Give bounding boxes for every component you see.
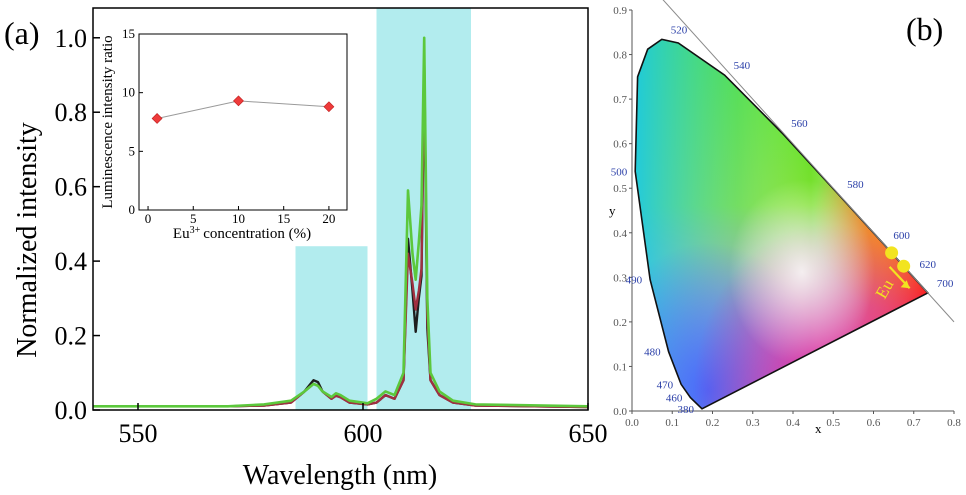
y-tick-label-a: 0.6 xyxy=(55,173,88,202)
x-ticks-a: 550 600 650 xyxy=(119,403,608,448)
panel-label-b: (b) xyxy=(906,11,943,47)
y-tick-label-b: 0.1 xyxy=(613,361,627,373)
y-axis-label-inset: Luminescence intensity ratio xyxy=(100,35,116,208)
x-tick-label-inset: 0 xyxy=(145,211,152,226)
y-tick-label-b: 0.7 xyxy=(613,94,627,106)
shift-arrow-head xyxy=(900,280,910,289)
y-tick-label-b: 0.0 xyxy=(613,406,627,418)
spectra-series xyxy=(93,36,588,409)
wavelength-label: 560 xyxy=(791,118,808,130)
y-tick-label-a: 1.0 xyxy=(55,24,88,53)
panel-a: 550 600 650 0.00.20.40.60.81.0 (a) Wavelen… xyxy=(4,7,608,491)
x-axis-label-a: Wavelength (nm) xyxy=(243,460,437,491)
x-axis-label-inset: Eu3+ concentration (%) xyxy=(173,225,311,243)
x-axis-label-inset-post: concentration (%) xyxy=(203,226,311,242)
inset-data-point xyxy=(323,101,335,113)
y-tick-label-b: 0.8 xyxy=(613,50,627,62)
wavelength-label: 490 xyxy=(626,275,643,287)
x-tick-label-b: 0.2 xyxy=(706,417,720,429)
y-tick-label-a: 0.8 xyxy=(55,98,88,127)
wavelength-label: 540 xyxy=(734,60,751,72)
wavelength-label: 600 xyxy=(893,230,910,242)
x-tick-label-a: 650 xyxy=(569,419,608,448)
x-tick-label-b: 0.7 xyxy=(907,417,921,429)
y-tick-label-b: 0.5 xyxy=(613,183,627,195)
x-ticks-inset: 0 5 10 15 20 xyxy=(145,206,335,226)
y-axis-label-a: Normalized intensity xyxy=(12,122,43,358)
y-axis-label-b: y xyxy=(609,203,616,218)
plot-frame-a xyxy=(92,7,589,411)
y-ticks-a: 0.0 0.2 0.4 0.6 0.8 1.0 xyxy=(55,24,100,425)
y-tick-label-b: 0.2 xyxy=(613,317,627,329)
x-tick-label-inset: 5 xyxy=(190,211,197,226)
y-tick-label-inset: 15 xyxy=(122,26,135,41)
x-tick-label-inset: 10 xyxy=(232,211,245,226)
y-tick-label-b: 0.4 xyxy=(613,228,627,240)
x-axis-label-inset-sup: 3+ xyxy=(190,225,201,236)
spectrum-line-2 xyxy=(93,36,588,408)
x-tick-label-b: 0.8 xyxy=(947,417,961,429)
x-tick-label-inset: 20 xyxy=(322,211,335,226)
cie-axes: 0.0 0.1 0.2 0.3 0.4 0.5 0.6 0.7 0.8 0.0 0.1 0.2 0.3 0… xyxy=(613,0,961,429)
chromaticity-point xyxy=(885,246,899,260)
x-axis-label-b: x xyxy=(815,421,822,436)
x-tick-label-inset: 15 xyxy=(277,211,290,226)
wavelength-label: 460 xyxy=(666,393,683,405)
panel-label-a: (a) xyxy=(4,15,40,51)
y-tick-label-b: 0.3 xyxy=(613,272,627,284)
y-ticks-inset: 0 5 10 15 xyxy=(122,26,143,217)
cie-marks: 520540560580600620700500490480470460380E… xyxy=(611,24,954,415)
chromaticity-point xyxy=(897,259,911,273)
inset-frame xyxy=(138,33,348,211)
highlight-band-0 xyxy=(295,246,368,410)
x-tick-label-b: 0.4 xyxy=(786,417,800,429)
panel-b: 0.0 0.1 0.2 0.3 0.4 0.5 0.6 0.7 0.8 0.0 0.1 0.2 0.3 0… xyxy=(609,0,961,436)
chromaticity-gamut xyxy=(634,38,930,410)
y-tick-label-a: 0.2 xyxy=(55,322,88,351)
x-tick-label-b: 0.6 xyxy=(867,417,881,429)
y-tick-label-inset: 5 xyxy=(129,143,136,158)
y-tick-label-a: 0.4 xyxy=(55,247,88,276)
wavelength-label: 520 xyxy=(671,24,688,36)
y-tick-label-b: 0.6 xyxy=(613,139,627,151)
inset-data xyxy=(151,95,335,124)
wavelength-label: 580 xyxy=(847,179,864,191)
wavelength-label: 470 xyxy=(657,379,674,391)
gamut-layers xyxy=(635,39,928,409)
wavelength-label: 620 xyxy=(920,259,937,271)
y-tick-label-a: 0.0 xyxy=(55,396,88,425)
x-tick-label-b: 0.3 xyxy=(746,417,760,429)
x-tick-label-b: 0.0 xyxy=(625,417,639,429)
inset-data-point xyxy=(233,95,244,107)
inset-chart: 0 5 10 15 20 0 5 10 15 Luminescence intensity r… xyxy=(100,26,348,243)
wavelength-label: 480 xyxy=(644,347,661,359)
wavelength-label: 380 xyxy=(678,404,695,416)
x-tick-label-a: 550 xyxy=(119,419,158,448)
x-axis-label-inset-pre: Eu xyxy=(173,226,190,242)
y-tick-label-inset: 10 xyxy=(122,85,135,100)
y-tick-label-b: 0.9 xyxy=(613,5,627,17)
y-tick-label-inset: 0 xyxy=(129,202,136,217)
x-tick-label-b: 0.5 xyxy=(826,417,840,429)
wavelength-label: 500 xyxy=(611,166,628,178)
inset-data-point xyxy=(151,113,163,124)
gamut-white xyxy=(635,39,928,409)
x-tick-label-b: 0.1 xyxy=(665,417,679,429)
wavelength-label: 700 xyxy=(937,278,954,290)
x-tick-label-a: 600 xyxy=(344,419,383,448)
